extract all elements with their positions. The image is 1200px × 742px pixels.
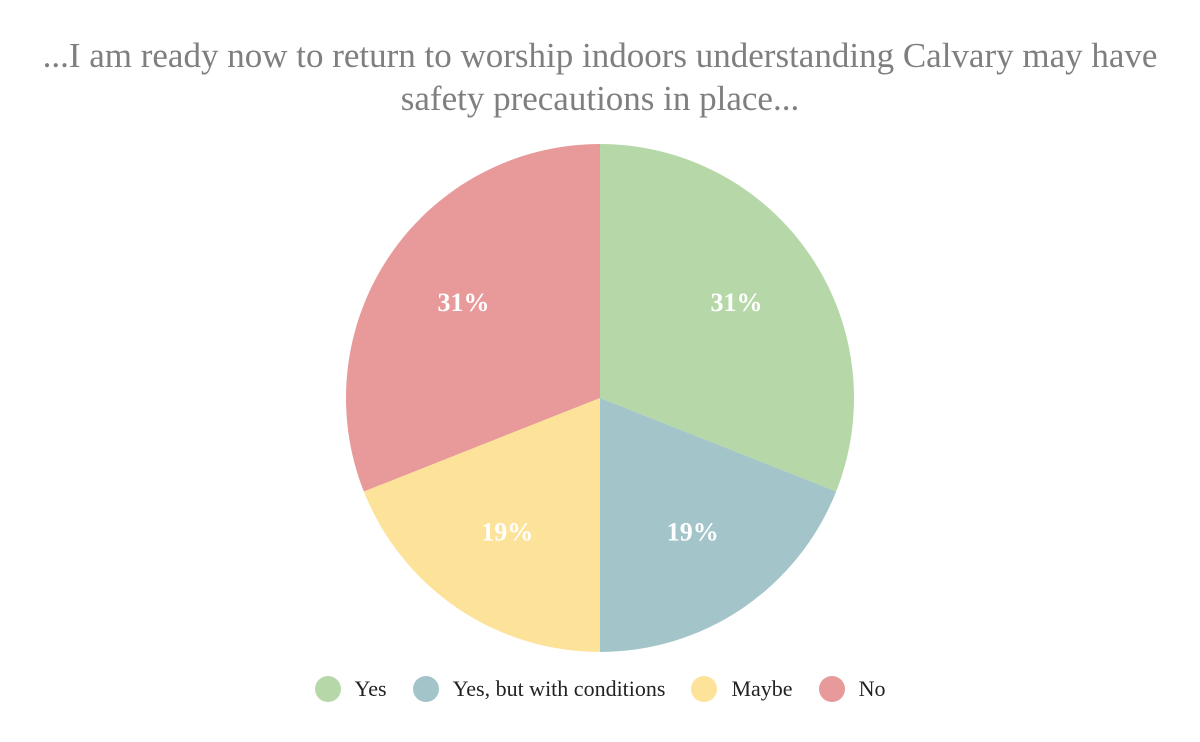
pie-slice-yes <box>600 144 854 492</box>
legend-label: Maybe <box>731 676 793 701</box>
legend-swatch <box>691 676 718 702</box>
legend-swatch <box>412 676 439 702</box>
chart-legend: Yes Yes, but with conditions Maybe No <box>0 676 1200 702</box>
legend-swatch <box>314 676 341 702</box>
pie-slice-yes-but-with-conditions <box>600 398 837 652</box>
legend-item: Maybe <box>691 676 793 702</box>
legend-swatch <box>818 676 845 702</box>
legend-item: Yes <box>314 676 387 702</box>
legend-label: No <box>858 676 886 701</box>
slice-value-label: 19% <box>667 517 719 546</box>
slice-value-label: 31% <box>438 288 490 317</box>
chart-title: ...I am ready now to return to worship i… <box>42 36 1158 118</box>
legend-label: Yes, but with conditions <box>452 676 666 701</box>
pie-slice-maybe <box>363 398 600 652</box>
legend-item: No <box>818 676 886 702</box>
pie-slice-no <box>346 143 600 492</box>
slice-value-label: 31% <box>710 288 762 317</box>
legend-item: Yes, but with conditions <box>412 676 666 702</box>
slice-value-label: 19% <box>481 517 533 546</box>
legend-label: Yes <box>354 676 387 701</box>
